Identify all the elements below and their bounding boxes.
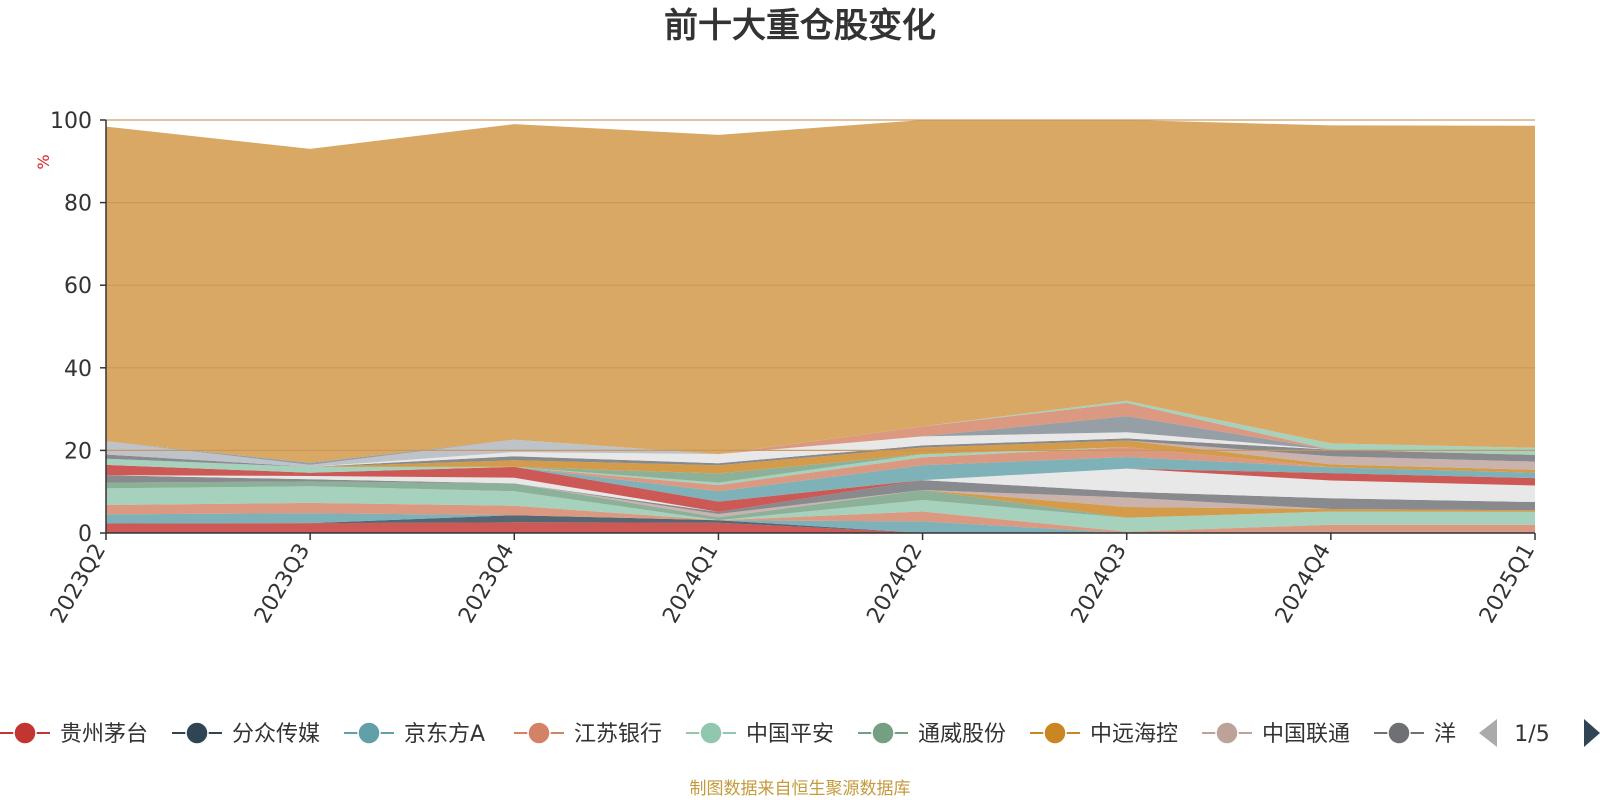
- y-tick-label: 0: [78, 522, 92, 547]
- chart-title: 前十大重仓股变化: [664, 6, 936, 46]
- area-layer-19: [106, 432, 1535, 467]
- legend-label: 贵州茅台: [60, 722, 148, 747]
- legend-item[interactable]: 中国平安: [686, 721, 834, 747]
- legend-pager: 1/5: [1479, 719, 1600, 747]
- legend-item[interactable]: 分众传媒: [172, 721, 320, 747]
- legend-item[interactable]: 贵州茅台: [0, 721, 148, 747]
- legend-label: 分众传媒: [232, 722, 320, 747]
- area-layer-8: [106, 475, 1535, 514]
- x-tick-label: 2024Q3: [1067, 540, 1132, 628]
- area-layer-10: [106, 468, 1535, 512]
- area-layer-16: [106, 440, 1535, 474]
- legend-items: 贵州茅台 分众传媒 京东方A 江苏银行 中国平安 通威股份 中远海控 中国联通 洋: [0, 721, 1456, 747]
- area-layer-5: [106, 481, 1535, 521]
- area-layer-15: [106, 447, 1535, 483]
- area-layer-13: [106, 447, 1535, 492]
- legend-label: 中国联通: [1262, 722, 1350, 747]
- area-layer-12: [106, 457, 1535, 502]
- x-tick-label: 2023Q4: [454, 540, 519, 628]
- x-tick-label: 2024Q2: [862, 540, 927, 628]
- area-layer-1: [106, 515, 1535, 533]
- legend-item[interactable]: 江苏银行: [514, 721, 662, 747]
- area-layer-2: [106, 513, 1535, 533]
- legend-page-indicator: 1/5: [1514, 722, 1549, 747]
- legend-label: 京东方A: [404, 722, 485, 747]
- x-tick-label: 2023Q3: [250, 540, 315, 628]
- area-layer-3: [106, 502, 1535, 533]
- legend-label: 中远海控: [1090, 722, 1178, 747]
- y-tick-label: 80: [64, 192, 92, 217]
- legend-label: 洋: [1434, 722, 1456, 747]
- legend-item[interactable]: 中国联通: [1202, 721, 1350, 747]
- plot-area: [106, 119, 1535, 533]
- x-tick-label: 2024Q4: [1271, 540, 1336, 628]
- data-source-footer: 制图数据来自恒生聚源数据库: [690, 779, 911, 799]
- legend-label: 中国平安: [746, 722, 834, 747]
- legend[interactable]: 贵州茅台 分众传媒 京东方A 江苏银行 中国平安 通威股份 中远海控 中国联通 洋 1/5: [0, 719, 1600, 747]
- x-tick-label: 2024Q1: [658, 540, 723, 628]
- y-tick-label: 100: [50, 109, 92, 134]
- y-tick-label: 40: [64, 357, 92, 382]
- legend-item[interactable]: 洋: [1374, 721, 1456, 747]
- legend-label: 江苏银行: [574, 722, 662, 747]
- legend-item[interactable]: 中远海控: [1030, 721, 1178, 747]
- area-layer-11: [106, 464, 1535, 512]
- y-axis-label: %: [34, 154, 53, 169]
- x-tick-label: 2023Q2: [46, 540, 111, 628]
- legend-label: 通威股份: [918, 722, 1006, 747]
- y-tick-label: 20: [64, 439, 92, 464]
- area-layer-21: [106, 416, 1535, 465]
- legend-item[interactable]: 京东方A: [344, 721, 485, 747]
- area-layer-24: [106, 120, 1535, 463]
- x-tick-label: 2025Q1: [1475, 540, 1540, 628]
- triangle-left-icon[interactable]: [1479, 719, 1497, 747]
- area-layer-18: [106, 438, 1535, 467]
- triangle-right-icon[interactable]: [1584, 719, 1600, 747]
- area-layer-4: [106, 486, 1535, 532]
- area-layer-6: [106, 481, 1535, 518]
- area-layer-0: [106, 522, 1535, 533]
- y-tick-label: 60: [64, 274, 92, 299]
- legend-item[interactable]: 通威股份: [858, 721, 1006, 747]
- area-layer-22: [106, 402, 1535, 463]
